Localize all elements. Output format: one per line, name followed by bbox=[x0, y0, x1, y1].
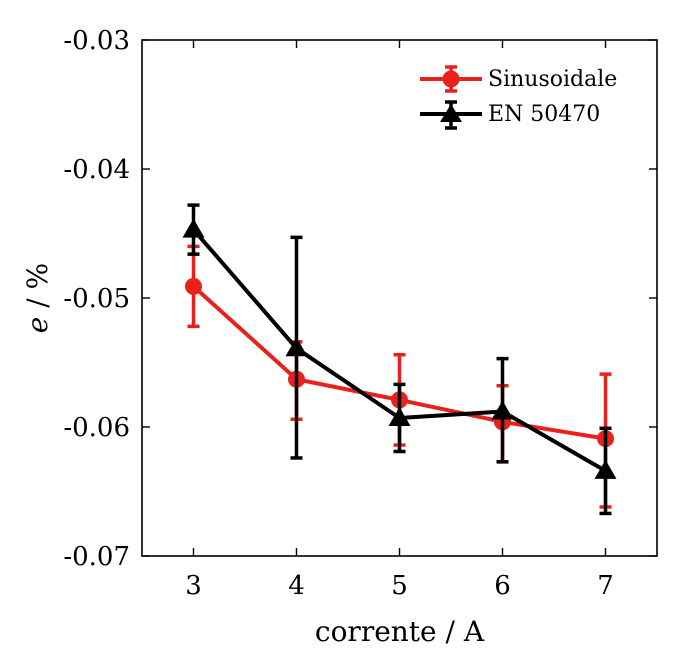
y-tick-label: -0.07 bbox=[63, 542, 130, 572]
y-axis-label: e / % bbox=[21, 263, 54, 333]
y-tick-label: -0.05 bbox=[63, 284, 130, 314]
legend-label-sinusoidale: Sinusoidale bbox=[488, 67, 617, 92]
series-layer bbox=[182, 203, 617, 516]
legend-marker-en-50470 bbox=[440, 104, 462, 122]
y-tick-label: -0.06 bbox=[63, 413, 130, 443]
data-point bbox=[182, 218, 205, 238]
data-point bbox=[185, 277, 202, 295]
y-tick-label: -0.04 bbox=[63, 155, 130, 185]
data-point bbox=[491, 400, 514, 420]
x-axis-label: corrente / A bbox=[315, 615, 485, 648]
y-axis: -0.03 -0.04 -0.05 -0.06 -0.07 bbox=[63, 26, 657, 572]
x-tick-label: 7 bbox=[597, 571, 614, 601]
data-point bbox=[388, 406, 411, 426]
x-tick-label: 4 bbox=[288, 571, 305, 601]
x-axis: 3 4 5 6 7 bbox=[185, 40, 614, 601]
y-axis-label-unit: / % bbox=[21, 263, 54, 317]
x-tick-label: 3 bbox=[185, 571, 202, 601]
legend-marker-sinusoidale bbox=[442, 70, 460, 88]
y-axis-label-symbol: e bbox=[21, 317, 54, 334]
x-tick-label: 5 bbox=[391, 571, 408, 601]
legend-label-en-50470: EN 50470 bbox=[488, 102, 600, 127]
data-point bbox=[594, 459, 617, 479]
legend-item-en-50470: EN 50470 bbox=[420, 100, 600, 130]
x-tick-label: 6 bbox=[494, 571, 511, 601]
series-en-50470 bbox=[182, 203, 617, 516]
y-tick-label: -0.03 bbox=[63, 26, 130, 56]
legend: Sinusoidale EN 50470 bbox=[412, 58, 642, 134]
data-point bbox=[285, 337, 308, 357]
legend-item-sinusoidale: Sinusoidale bbox=[420, 65, 617, 93]
